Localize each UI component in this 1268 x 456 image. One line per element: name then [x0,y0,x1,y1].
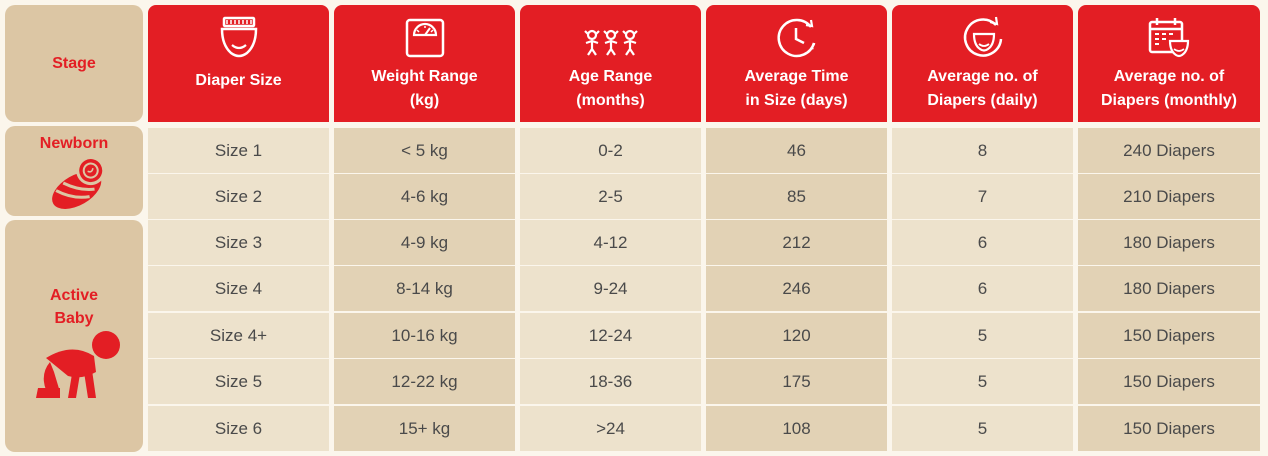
table-cell: 240 Diapers [1078,128,1260,173]
table-cell: 4-9 kg [334,220,515,265]
col-header-line: in Size (days) [745,92,848,109]
table-cell: < 5 kg [334,128,515,173]
col-header-age-range-title: Age Range (months) [520,65,701,113]
table-cell: 108 [706,406,887,451]
col-header-average-time: Average Time in Size (days) [706,5,887,122]
col-header-line: Average Time [744,68,849,85]
col-header-line: Average no. of [1113,68,1225,85]
table-cell: Size 4 [148,266,329,311]
table-cell: 85 [706,174,887,219]
stage-newborn: Newborn [5,126,143,216]
table-cell: Size 5 [148,359,329,404]
table-cell: 46 [706,128,887,173]
table-cell: 5 [892,359,1073,404]
col-header-weight-range-title: Weight Range (kg) [334,65,515,113]
table-cell: 180 Diapers [1078,266,1260,311]
col-header-line: (kg) [409,92,440,109]
col-header-average-time-title: Average Time in Size (days) [706,65,887,113]
table-cell: 12-22 kg [334,359,515,404]
col-header-line: Diaper Size [195,72,282,89]
children-icon [583,29,638,56]
calendar-diaper-icon [1148,18,1190,58]
col-header-line: Diapers (monthly) [1100,92,1237,109]
stage-active-baby-label-line1: Active [49,287,99,304]
table-cell: Size 1 [148,128,329,173]
table-cell: Size 6 [148,406,329,451]
table-cell: 18-36 [520,359,701,404]
table-cell: 6 [892,220,1073,265]
col-header-line: Average no. of [927,68,1038,85]
stage-header-label: Stage [52,54,96,72]
table-cell: 12-24 [520,313,701,358]
table-cell: Size 2 [148,174,329,219]
col-header-line: (months) [576,92,645,109]
scale-icon [405,18,444,58]
diaper-icon [220,16,257,58]
col-header-diapers-monthly: Average no. of Diapers (monthly) [1078,5,1260,122]
col-header-diaper-size-title: Diaper Size [148,69,329,93]
col-header-diapers-daily: Average no. of Diapers (daily) [892,5,1073,122]
table-cell: 6 [892,266,1073,311]
stage-newborn-label: Newborn [39,135,109,152]
col-header-line: Weight Range [371,68,478,85]
table-cell: 246 [706,266,887,311]
table-cell: 5 [892,406,1073,451]
crawling-baby-icon [36,331,120,398]
table-cell: 7 [892,174,1073,219]
table-cell: 150 Diapers [1078,359,1260,404]
table-cell: >24 [520,406,701,451]
table-cell: 15+ kg [334,406,515,451]
table-cell: 150 Diapers [1078,313,1260,358]
table-cell: 9-24 [520,266,701,311]
table-cell: 10-16 kg [334,313,515,358]
col-header-line: Age Range [568,68,653,85]
table-cell: 175 [706,359,887,404]
table-cell: Size 4+ [148,313,329,358]
table-cell: 8 [892,128,1073,173]
col-header-diapers-monthly-title: Average no. of Diapers (monthly) [1078,65,1260,113]
diaper-refresh-icon [963,16,1002,57]
clock-icon [776,18,815,58]
table-cell: 4-12 [520,220,701,265]
table-cell: 8-14 kg [334,266,515,311]
table-cell: 180 Diapers [1078,220,1260,265]
table-cell: 120 [706,313,887,358]
table-cell: Size 3 [148,220,329,265]
table-cell: 4-6 kg [334,174,515,219]
table-cell: 5 [892,313,1073,358]
col-header-diaper-size: Diaper Size [148,5,329,122]
col-header-age-range: Age Range (months) [520,5,701,122]
table-cell: 0-2 [520,128,701,173]
stage-active-baby: Active Baby [5,220,143,452]
stage-header: Stage [5,5,143,122]
table-cell: 2-5 [520,174,701,219]
col-header-line: Diapers (daily) [927,92,1038,109]
col-header-diapers-daily-title: Average no. of Diapers (daily) [892,65,1073,113]
table-cell: 210 Diapers [1078,174,1260,219]
table-cell: 150 Diapers [1078,406,1260,451]
col-header-weight-range: Weight Range (kg) [334,5,515,122]
table-cell: 212 [706,220,887,265]
stage-active-baby-label-line2: Baby [54,310,94,327]
swaddled-baby-icon [52,156,106,209]
